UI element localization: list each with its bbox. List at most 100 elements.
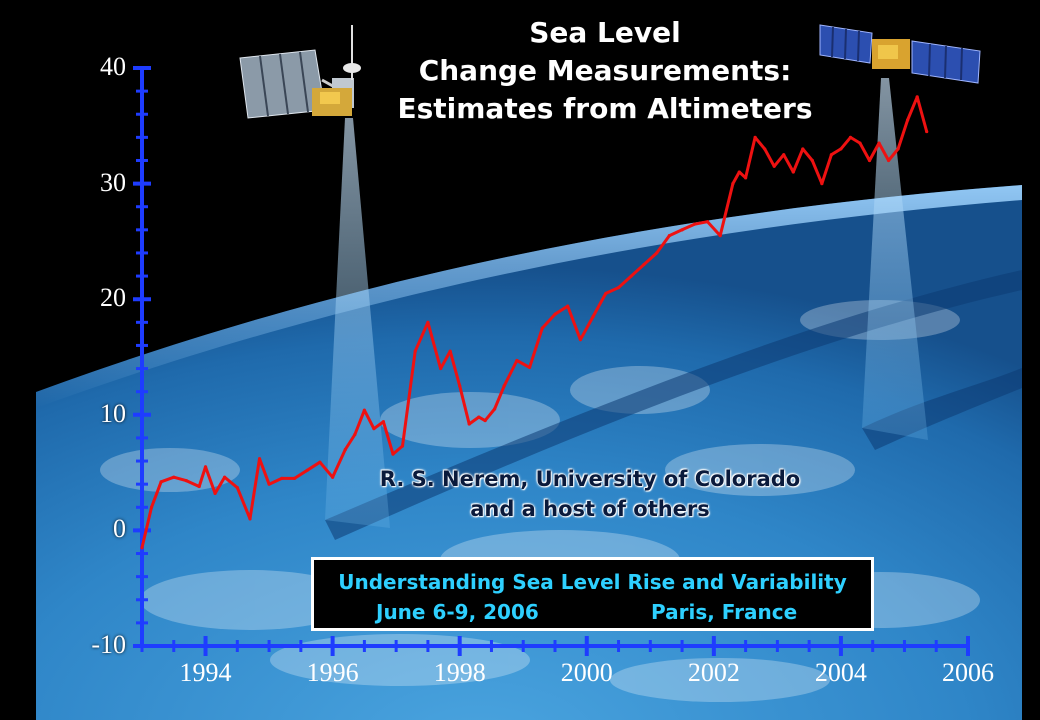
sea-level-data-point [877, 141, 881, 145]
chart-axes [133, 66, 970, 656]
satellite-topex-icon [239, 25, 361, 119]
altimeter-beam-right [862, 78, 928, 440]
sea-level-data-point [527, 365, 532, 370]
conference-banner: Understanding Sea Level Rise and Variabi… [311, 557, 874, 631]
sea-level-data-point [820, 182, 824, 186]
y-tick-label: 30 [100, 167, 126, 197]
sea-level-data-point [413, 349, 417, 353]
sea-level-data-point [213, 491, 217, 496]
sea-level-series-line [140, 95, 929, 549]
sea-level-data-point [448, 349, 452, 353]
sea-level-data-point [915, 95, 919, 99]
sea-level-data-point [782, 153, 786, 157]
sea-level-data-point [925, 129, 929, 134]
sea-level-data-point [848, 135, 853, 139]
sea-level-data-point [839, 147, 843, 151]
sea-level-data-point [604, 291, 608, 296]
sea-level-data-point [502, 384, 506, 388]
sea-level-data-point [267, 482, 271, 486]
sea-level-data-point [458, 384, 462, 388]
x-tick-label: 1996 [306, 658, 359, 687]
earth-atmosphere-rim [36, 185, 1022, 408]
author-credit: R. S. Nerem, University of Colorado and … [330, 464, 850, 524]
sea-level-data-point [896, 147, 900, 151]
credit-line-2: and a host of others [470, 497, 710, 521]
x-tick-label: 2000 [560, 658, 613, 687]
sea-level-data-point [642, 262, 646, 267]
sea-level-data-point [149, 505, 154, 509]
sea-level-data-point [763, 147, 767, 151]
sea-level-data-point [737, 170, 741, 174]
sea-level-data-point [223, 475, 227, 479]
sea-level-data-point [578, 338, 583, 342]
sea-level-data-point [235, 486, 239, 490]
y-tick-label: -10 [91, 630, 126, 659]
y-tick-label: 20 [100, 283, 126, 313]
sea-level-data-point [731, 182, 735, 186]
sea-level-data-point [667, 234, 671, 238]
sea-level-data-point [362, 408, 366, 412]
sea-level-data-point [629, 274, 633, 278]
conference-location: Paris, France [651, 600, 798, 624]
x-tick-label: 2002 [687, 658, 740, 687]
x-tick-label: 2004 [814, 658, 867, 687]
sea-level-data-point [553, 312, 557, 316]
sea-level-data-point [426, 320, 430, 324]
credit-line-1: R. S. Nerem, University of Colorado [379, 467, 801, 491]
sea-level-data-point [257, 457, 262, 461]
x-tick-label: 2006 [942, 658, 994, 687]
sea-level-data-point [280, 476, 284, 480]
sea-level-data-point [744, 176, 748, 180]
sea-level-data-point [159, 480, 163, 484]
sea-level-data-point [400, 444, 405, 448]
sea-level-data-point [829, 153, 833, 157]
sea-level-data-point [515, 358, 519, 363]
sea-level-data-point [810, 158, 814, 163]
sea-level-data-point [493, 407, 497, 411]
y-tick-label: 10 [100, 398, 126, 428]
ground-track-1 [325, 270, 1022, 540]
sea-level-data-point [858, 141, 862, 145]
sea-level-data-point [655, 251, 659, 255]
sea-level-data-point [203, 465, 208, 469]
sea-level-data-point [305, 468, 309, 472]
sea-level-data-point [616, 286, 621, 290]
sea-level-data-point [381, 420, 386, 424]
x-tick-label: 1998 [433, 658, 486, 687]
sea-level-data-point [477, 415, 481, 419]
sea-level-data-point [184, 479, 189, 483]
sea-level-data-point [140, 546, 144, 550]
sea-level-data-point [566, 304, 570, 308]
sea-level-data-point [772, 164, 776, 168]
sea-level-data-point [248, 517, 252, 521]
sea-level-data-point [172, 475, 176, 479]
chart-title: Sea Level Change Measurements: Estimates… [380, 14, 830, 128]
sea-level-data-point [705, 220, 710, 224]
sea-level-data-point [718, 234, 722, 238]
sea-level-data-point [791, 170, 795, 174]
sea-level-data-point [331, 475, 335, 479]
sea-level-data-point [801, 147, 805, 151]
sea-level-data-point [353, 432, 357, 437]
sea-level-data-point [753, 135, 757, 139]
sea-level-data-point [343, 447, 347, 452]
sea-level-data-point [197, 484, 201, 489]
sea-level-data-point [292, 476, 297, 480]
sea-level-data-point [693, 222, 697, 226]
conference-dates: June 6-9, 2006 [376, 600, 539, 624]
chart-series [140, 95, 929, 550]
title-line-3: Estimates from Altimeters [397, 92, 813, 125]
title-line-2: Change Measurements: [418, 54, 792, 87]
title-line-1: Sea Level [529, 16, 681, 49]
sea-level-data-point [867, 158, 872, 163]
sea-level-data-point [318, 460, 322, 464]
sea-level-data-point [540, 326, 544, 330]
sea-level-data-point [906, 118, 910, 122]
sea-level-data-point [591, 314, 595, 319]
sea-level-data-point [680, 228, 684, 232]
conference-title: Understanding Sea Level Rise and Variabi… [338, 570, 847, 594]
sea-level-data-point [483, 418, 487, 423]
y-tick-label: 0 [113, 514, 126, 544]
